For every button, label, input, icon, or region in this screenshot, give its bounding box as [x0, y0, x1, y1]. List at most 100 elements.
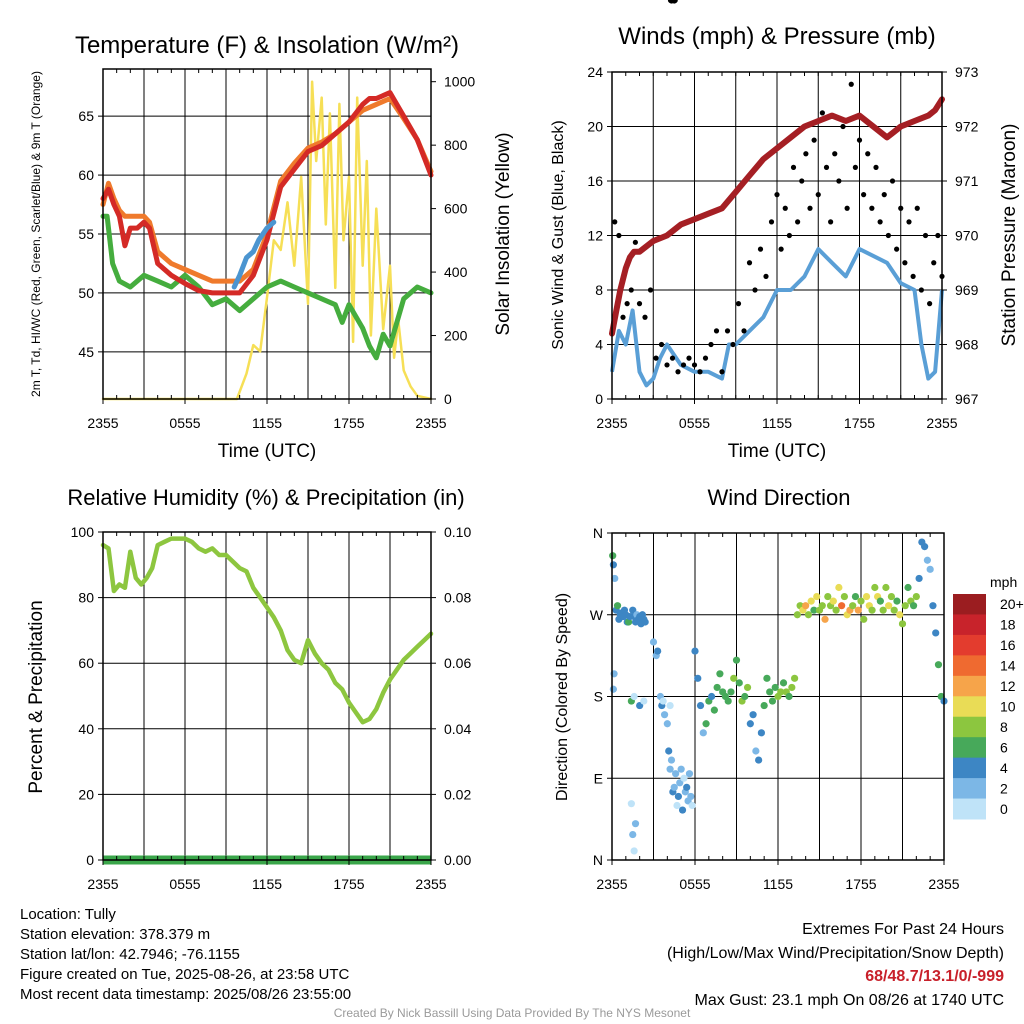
direction-point — [613, 602, 622, 610]
direction-point — [730, 674, 738, 682]
gust-point — [848, 81, 854, 87]
gust-point — [763, 273, 769, 279]
temperature-series — [100, 80, 434, 401]
y-tick-label: 20 — [78, 786, 94, 802]
x-tick-label: 0555 — [169, 876, 200, 892]
gust-point — [713, 328, 720, 334]
gust-point — [885, 232, 891, 239]
direction-point — [694, 674, 702, 682]
extremes-values: 68/48.7/13.1/0/-999 — [865, 968, 1004, 985]
credit-line: Created By Nick Bassill Using Data Provi… — [333, 1006, 691, 1020]
gust-point — [828, 219, 834, 225]
gust-point — [697, 369, 703, 375]
direction-point — [727, 688, 735, 696]
panel-winds: Winds (mph) & Pressure (mb) 2355 0555 1155… — [550, 23, 1020, 462]
gust-point — [898, 205, 904, 211]
panel-humidity: Relative Humidity (%) & Precipitation (i… — [26, 485, 471, 892]
direction-point — [630, 692, 638, 701]
direction-point — [898, 620, 907, 628]
colorbar-swatch — [953, 594, 986, 615]
direction-point — [896, 611, 904, 619]
direction-point — [879, 606, 887, 614]
humidity-title: Relative Humidity (%) & Precipitation (i… — [67, 485, 464, 510]
direction-point — [683, 783, 691, 791]
direction-point — [854, 606, 862, 614]
winds-xlabel: Time (UTC) — [728, 441, 827, 462]
colorbar-label: 12 — [1000, 678, 1016, 694]
colorbar-title: mph — [990, 574, 1017, 590]
direction-point — [921, 543, 929, 551]
gust-point — [832, 151, 838, 157]
gust-point — [803, 151, 809, 157]
direction-point — [674, 792, 683, 801]
y-tick-label: 55 — [78, 226, 94, 242]
y-tick-label: 50 — [78, 285, 94, 301]
panel-temperature: Temperature (F) & Insolation (W/m²) 2355… — [29, 32, 514, 462]
gust-point — [811, 137, 817, 143]
direction-point — [743, 683, 752, 692]
y-tick-label: 45 — [78, 344, 94, 360]
colorbar-swatch — [953, 634, 986, 656]
direction-point — [840, 592, 849, 601]
gust-point — [724, 328, 731, 334]
gust-point — [927, 301, 933, 307]
colorbar-swatch — [953, 614, 986, 636]
y-tick-label: N — [593, 852, 603, 868]
wind-direction-ylabel: Direction (Colored By Speed) — [554, 593, 571, 801]
gust-point — [873, 164, 879, 170]
direction-point — [680, 774, 688, 782]
x-tick-label: 1155 — [762, 415, 792, 431]
gust-point — [795, 219, 801, 225]
station-latlon: Station lat/lon: 42.7946; -76.1155 — [20, 946, 240, 963]
direction-point — [926, 565, 934, 573]
y-tick-label: W — [590, 607, 604, 623]
y-tick-label: 24 — [587, 64, 603, 80]
direction-point — [890, 606, 898, 614]
colorbar-swatch — [953, 798, 986, 820]
right-tick-label: 0.00 — [444, 852, 471, 868]
x-tick-label: 2355 — [87, 876, 118, 892]
x-tick-label: 1155 — [252, 876, 282, 892]
colorbar-swatch — [953, 655, 986, 677]
direction-point — [636, 701, 644, 710]
direction-point — [710, 706, 718, 714]
direction-point — [909, 602, 918, 610]
gust-point — [708, 341, 714, 348]
direction-point — [691, 647, 699, 655]
colorbar-label: 14 — [1000, 658, 1016, 674]
direction-point — [929, 602, 937, 610]
y-tick-label: 60 — [78, 167, 94, 183]
direction-point — [804, 611, 813, 619]
gust-point — [902, 260, 908, 266]
series-insolation-yellow — [101, 80, 433, 401]
direction-point — [832, 606, 840, 614]
gust-point — [935, 232, 941, 239]
y-tick-label: 60 — [78, 655, 94, 671]
winds-series — [609, 81, 945, 388]
right-tick-label: 973 — [955, 64, 979, 80]
gust-point — [865, 151, 871, 157]
series-temp9m-orange — [100, 96, 434, 284]
direction-point — [849, 602, 857, 610]
colorbar-label: 8 — [1000, 719, 1008, 735]
direction-point — [857, 597, 865, 605]
station-info: Location: Tully Station elevation: 378.3… — [20, 905, 351, 1005]
colorbar-label: 4 — [1000, 760, 1008, 776]
gust-point — [782, 205, 788, 211]
temperature-xlabel: Time (UTC) — [218, 441, 317, 462]
x-tick-label: 2355 — [596, 415, 627, 431]
gust-point — [612, 219, 618, 225]
series-station-pressure — [609, 96, 945, 337]
right-tick-label: 0.08 — [444, 590, 471, 606]
direction-point — [777, 688, 785, 696]
y-tick-label: E — [594, 770, 603, 786]
wind-direction-ticks: 2355 0555 1155 1755 2355 N E S W N — [590, 525, 960, 892]
direction-point — [732, 656, 741, 664]
direction-point — [887, 592, 896, 601]
wind-direction-points — [609, 0, 948, 855]
direction-point — [766, 688, 774, 696]
direction-point — [630, 847, 638, 855]
direction-point — [660, 711, 669, 719]
humidity-ylabel: Percent & Precipitation — [26, 600, 47, 793]
x-tick-label: 1155 — [252, 415, 282, 431]
